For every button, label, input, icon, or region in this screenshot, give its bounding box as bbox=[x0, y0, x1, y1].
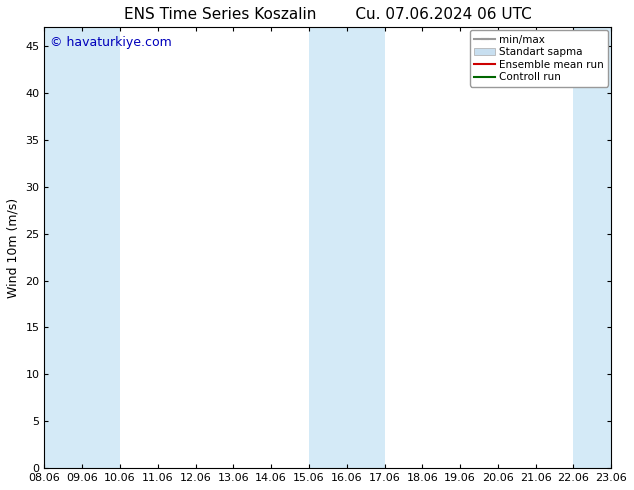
Y-axis label: Wind 10m (m/s): Wind 10m (m/s) bbox=[7, 197, 20, 298]
Bar bbox=[573, 27, 611, 468]
Legend: min/max, Standart sapma, Ensemble mean run, Controll run: min/max, Standart sapma, Ensemble mean r… bbox=[470, 30, 608, 87]
Text: © havaturkiye.com: © havaturkiye.com bbox=[50, 36, 172, 49]
Bar bbox=[44, 27, 120, 468]
Title: ENS Time Series Koszalin        Cu. 07.06.2024 06 UTC: ENS Time Series Koszalin Cu. 07.06.2024 … bbox=[124, 7, 532, 22]
Bar bbox=[309, 27, 384, 468]
